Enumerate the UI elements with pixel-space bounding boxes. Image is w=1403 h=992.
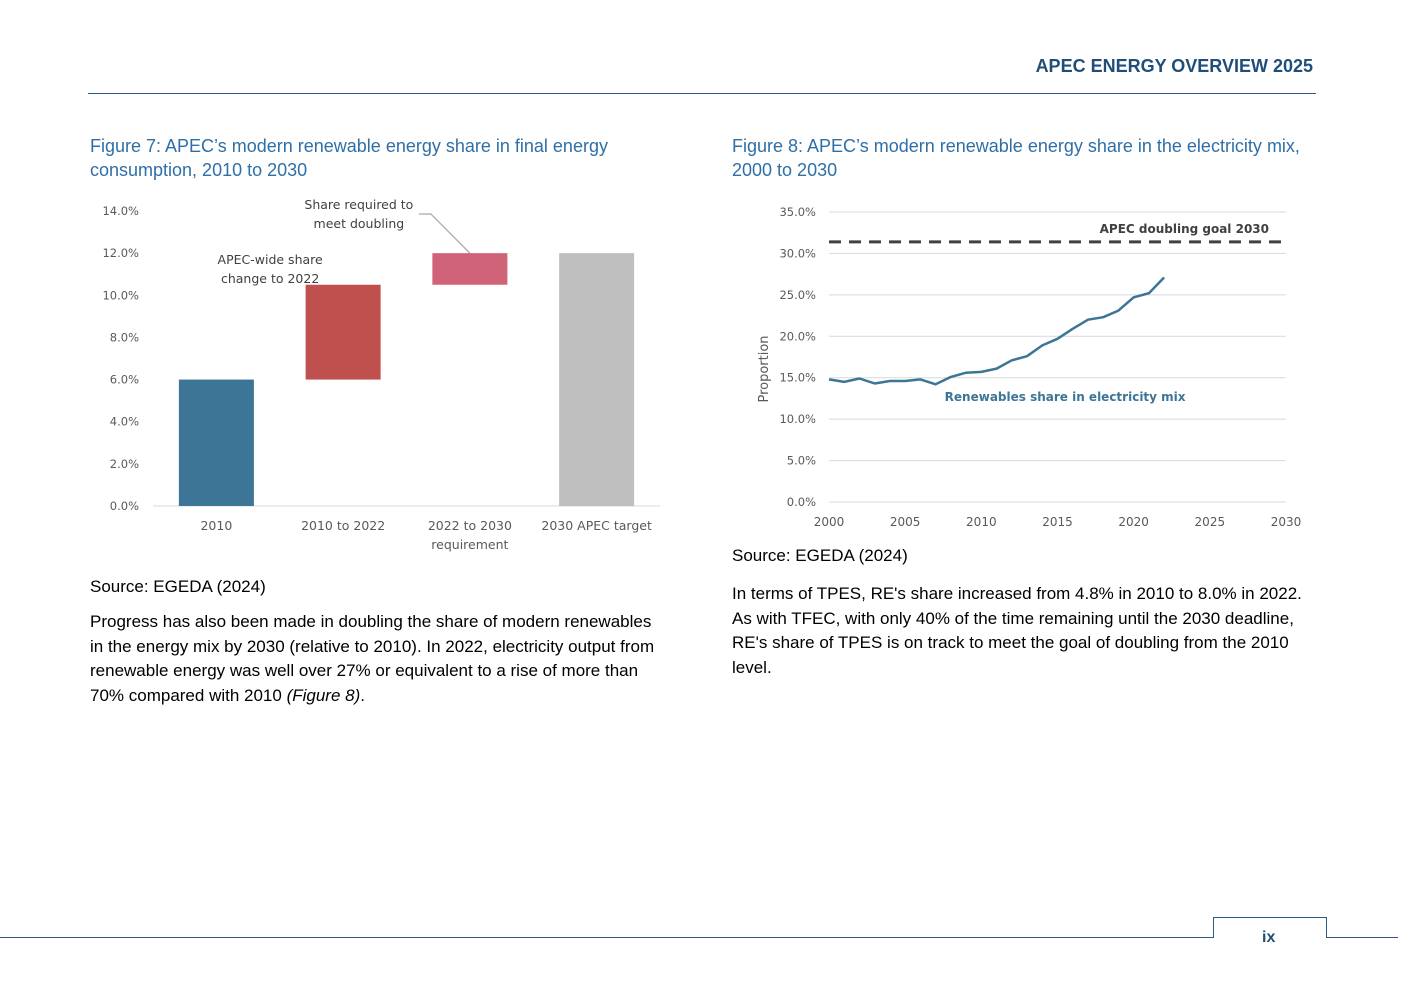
annotation-label: APEC-wide share [218, 252, 323, 267]
y-tick-label: 6.0% [110, 373, 139, 387]
annotation-label: meet doubling [314, 216, 405, 231]
page-header-title: APEC ENERGY OVERVIEW 2025 [1035, 56, 1313, 76]
series-label: Renewables share in electricity mix [945, 390, 1186, 404]
bar [559, 253, 635, 506]
x-tick-label: 2020 [1118, 515, 1149, 529]
bar [432, 253, 508, 285]
bar [178, 379, 254, 506]
y-tick-label: 35.0% [779, 205, 816, 219]
x-tick-label: 2005 [890, 515, 921, 529]
annotation-leader-line [418, 213, 471, 254]
footer-tab-top-edge [1213, 917, 1327, 918]
y-tick-label: 30.0% [779, 246, 816, 260]
y-tick-label: 8.0% [110, 330, 139, 344]
figure-7-source: Source: EGEDA (2024) [90, 577, 266, 596]
header-divider [88, 93, 1316, 94]
annotation-label: Share required to [304, 197, 413, 212]
x-tick-label: 2030 [1271, 515, 1302, 529]
figure-8-chart: 0.0% 5.0% 10.0% 15.0% 20.0% 25.0% 30.0% 35.0% 20… [757, 205, 1302, 529]
y-tick-label: 20.0% [779, 329, 816, 343]
y-tick-label: 25.0% [779, 288, 816, 302]
y-tick-label: 10.0% [102, 288, 139, 302]
y-tick-label: 12.0% [102, 246, 139, 260]
body-paragraph-left-text: Progress has also been made in doubling … [90, 612, 655, 705]
annotation-label: change to 2022 [221, 271, 319, 286]
x-tick-label: 2025 [1195, 515, 1226, 529]
figure-reference: (Figure 8) [286, 685, 361, 705]
footer-line-left [0, 937, 1214, 938]
footer-tab-left-edge [1213, 917, 1214, 938]
figure-7-caption: Figure 7: APEC’s modern renewable energy… [90, 136, 608, 180]
y-tick-label: 0.0% [787, 495, 816, 509]
y-axis-label: Proportion [757, 335, 772, 402]
body-paragraph-right: In terms of TPES, RE's share increased f… [732, 584, 1302, 677]
reference-line-label: APEC doubling goal 2030 [1100, 222, 1269, 236]
x-tick-label: 2030 APEC target [541, 518, 652, 533]
y-tick-label: 4.0% [110, 415, 139, 429]
x-tick-label: 2010 to 2022 [301, 518, 385, 533]
x-tick-label: 2015 [1042, 515, 1073, 529]
body-paragraph-left-end: . [360, 685, 365, 705]
page-number: ix [1262, 929, 1276, 946]
x-tick-label: 2000 [814, 515, 845, 529]
x-tick-label: 2010 [966, 515, 997, 529]
footer-line-right [1326, 937, 1398, 938]
y-tick-label: 14.0% [102, 204, 139, 218]
footer-tab-right-edge [1326, 917, 1327, 938]
figure-8-caption: Figure 8: APEC’s modern renewable energy… [732, 136, 1300, 180]
figure-8-source: Source: EGEDA (2024) [732, 546, 908, 565]
y-tick-label: 0.0% [110, 499, 139, 513]
y-tick-label: 2.0% [110, 457, 139, 471]
x-tick-label: requirement [431, 537, 508, 552]
figure-7-chart: 0.0% 2.0% 4.0% 6.0% 8.0% 10.0% 12.0% 14.0% 2010 2… [102, 197, 660, 552]
bar [305, 284, 381, 380]
body-paragraph-left: Progress has also been made in doubling … [90, 610, 660, 708]
y-tick-label: 10.0% [779, 412, 816, 426]
x-tick-label: 2010 [200, 518, 232, 533]
y-tick-label: 5.0% [787, 454, 816, 468]
series-line [828, 276, 1165, 386]
x-tick-label: 2022 to 2030 [428, 518, 512, 533]
y-tick-label: 15.0% [779, 371, 816, 385]
